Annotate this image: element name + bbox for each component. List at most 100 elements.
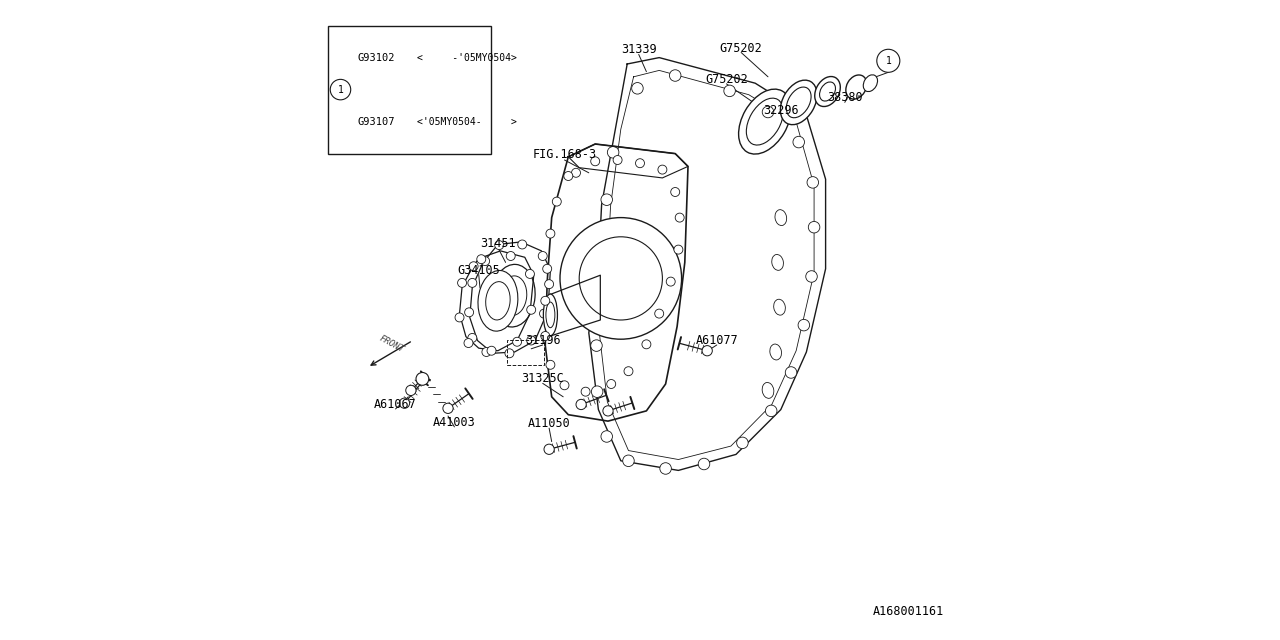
Circle shape <box>675 245 684 254</box>
Circle shape <box>517 240 527 249</box>
Ellipse shape <box>739 89 791 154</box>
Circle shape <box>591 386 603 397</box>
Ellipse shape <box>815 77 840 106</box>
Circle shape <box>667 277 676 286</box>
Circle shape <box>406 385 416 396</box>
Circle shape <box>465 308 474 317</box>
Circle shape <box>571 168 581 177</box>
Circle shape <box>480 257 490 266</box>
Text: G34105: G34105 <box>457 264 500 276</box>
Ellipse shape <box>545 302 556 328</box>
Circle shape <box>468 333 477 342</box>
Text: A41003: A41003 <box>433 416 476 429</box>
Circle shape <box>596 243 608 254</box>
Text: FRONT: FRONT <box>378 334 406 355</box>
Circle shape <box>540 332 550 340</box>
Ellipse shape <box>769 344 782 360</box>
Circle shape <box>671 188 680 196</box>
Ellipse shape <box>499 276 527 316</box>
Circle shape <box>703 346 713 356</box>
Circle shape <box>495 241 504 250</box>
Circle shape <box>543 264 552 273</box>
Bar <box>507 340 544 365</box>
Circle shape <box>579 237 663 320</box>
Ellipse shape <box>544 294 558 336</box>
Circle shape <box>545 360 556 369</box>
Circle shape <box>806 271 818 282</box>
Circle shape <box>416 372 429 385</box>
Ellipse shape <box>492 264 535 327</box>
Circle shape <box>481 348 492 356</box>
Circle shape <box>799 319 810 331</box>
Circle shape <box>504 349 513 358</box>
Ellipse shape <box>774 210 787 225</box>
Circle shape <box>526 269 535 278</box>
Text: 1: 1 <box>886 56 891 66</box>
Circle shape <box>443 403 453 413</box>
Circle shape <box>607 380 616 388</box>
Circle shape <box>457 278 467 287</box>
Circle shape <box>507 252 516 260</box>
Circle shape <box>877 49 900 72</box>
Text: G93107: G93107 <box>357 116 394 127</box>
Ellipse shape <box>781 80 817 125</box>
Text: 38380: 38380 <box>827 91 863 104</box>
Circle shape <box>544 444 554 454</box>
Circle shape <box>794 136 805 148</box>
Circle shape <box>591 157 600 166</box>
Text: 31451: 31451 <box>480 237 516 250</box>
Circle shape <box>669 70 681 81</box>
Circle shape <box>676 213 685 222</box>
Circle shape <box>468 278 477 287</box>
Circle shape <box>476 255 486 264</box>
Circle shape <box>465 339 474 348</box>
Circle shape <box>608 147 620 158</box>
Circle shape <box>658 165 667 174</box>
Ellipse shape <box>846 75 867 99</box>
Ellipse shape <box>746 98 783 145</box>
Ellipse shape <box>863 75 878 92</box>
Circle shape <box>540 296 550 305</box>
Text: G93102: G93102 <box>357 52 394 63</box>
Ellipse shape <box>772 255 783 270</box>
Circle shape <box>527 305 536 314</box>
Text: A61077: A61077 <box>695 334 739 347</box>
Ellipse shape <box>762 383 774 398</box>
Circle shape <box>763 106 774 118</box>
Circle shape <box>330 79 351 100</box>
Circle shape <box>399 398 410 408</box>
Circle shape <box>544 280 554 289</box>
Text: A11050: A11050 <box>527 417 571 430</box>
Circle shape <box>724 85 736 97</box>
Circle shape <box>468 262 479 271</box>
Text: FIG.168-3: FIG.168-3 <box>532 148 596 161</box>
Text: <     -'05MY0504>: < -'05MY0504> <box>417 52 517 63</box>
Circle shape <box>737 437 749 449</box>
Text: G75202: G75202 <box>719 42 763 54</box>
Circle shape <box>512 337 522 346</box>
Ellipse shape <box>819 82 836 101</box>
Text: 32296: 32296 <box>763 104 799 116</box>
Circle shape <box>786 367 796 378</box>
Text: 31339: 31339 <box>621 44 657 56</box>
Circle shape <box>576 399 586 410</box>
Text: 1: 1 <box>338 84 343 95</box>
Circle shape <box>765 405 777 417</box>
Circle shape <box>632 83 644 94</box>
Circle shape <box>641 340 652 349</box>
Text: <'05MY0504-     >: <'05MY0504- > <box>417 116 517 127</box>
Circle shape <box>456 313 465 322</box>
Circle shape <box>699 458 709 470</box>
Circle shape <box>591 340 603 351</box>
Circle shape <box>635 159 645 168</box>
Circle shape <box>809 221 820 233</box>
Circle shape <box>660 463 672 474</box>
Text: A168001161: A168001161 <box>873 605 945 618</box>
Text: A61067: A61067 <box>374 398 417 411</box>
Ellipse shape <box>477 271 518 331</box>
Bar <box>328 26 492 154</box>
Circle shape <box>613 156 622 164</box>
Circle shape <box>539 252 548 260</box>
Circle shape <box>527 336 536 345</box>
Circle shape <box>603 406 613 416</box>
